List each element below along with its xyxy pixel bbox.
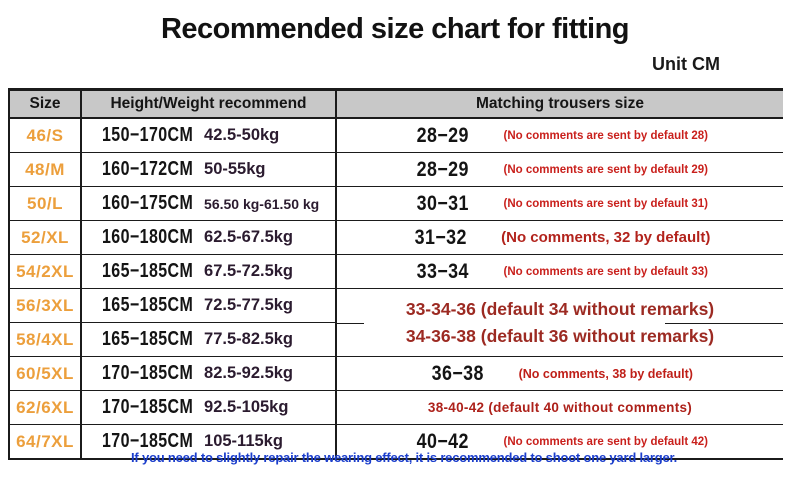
height-weight-cell: 160−172CM 50-55kg [81,152,337,187]
trousers-cell: 31−32 (No comments, 32 by default) [336,220,783,255]
height-weight-cell: 170−185CM 105-115kg [81,424,337,460]
table-row: 64/7XL 170−185CM 105-115kg 40−42 (No comme… [9,424,783,460]
unit-label: Unit CM [652,54,720,74]
trousers-cell: 30−31 (No comments are sent by default 31… [336,186,783,221]
trousers-size: 33−34 [416,259,469,283]
trousers-comment: (No comments, 32 by default) [501,229,711,246]
trousers-cell-merged: 33-34-36 (default 34 without remarks) 34… [336,288,783,357]
weight-value: 42.5-50kg [204,126,280,144]
height-weight-cell: 165−185CM 77.5-82.5kg [81,322,337,357]
trousers-size: 36−38 [431,361,484,385]
height-value: 170−185CM [102,430,194,452]
size-chart-table: Size Height/Weight recommend Matching tr… [8,88,783,460]
trousers-size: 31−32 [414,225,467,249]
height-weight-cell: 150−170CM 42.5-50kg [81,118,337,153]
weight-value: 72.5-77.5kg [204,296,294,314]
table-row: 52/XL 160−180CM 62.5-67.5kg 31−32 (No comm… [9,220,783,255]
trousers-comment: (No comments are sent by default 28) [503,129,708,142]
size-cell: 48/M [9,152,82,187]
height-value: 150−170CM [102,124,194,146]
height-weight-cell: 165−185CM 67.5-72.5kg [81,254,337,289]
weight-value: 77.5-82.5kg [204,330,294,348]
trousers-comment: (No comments are sent by default 33) [503,265,708,278]
weight-value: 50-55kg [204,160,266,178]
weight-value: 62.5-67.5kg [204,228,294,246]
trousers-cell: 40−42 (No comments are sent by default 42… [336,424,783,460]
height-value: 165−185CM [102,328,194,350]
trousers-comment: (No comments are sent by default 29) [503,163,708,176]
height-value: 165−185CM [102,260,194,282]
height-value: 160−172CM [102,158,194,180]
trousers-cell: 38-40-42 (default 40 without comments) [336,390,783,425]
trousers-comment: (No comments are sent by default 42) [503,435,708,448]
height-value: 165−185CM [102,294,194,316]
table-row: 62/6XL 170−185CM 92.5-105kg 38-40-42 (def… [9,390,783,425]
weight-value: 105-115kg [204,432,283,450]
trousers-comment: (No comments are sent by default 31) [503,197,708,210]
trousers-cell: 33−34 (No comments are sent by default 33… [336,254,783,289]
size-cell: 52/XL [9,220,82,255]
table-row: 58/4XL 165−185CM 77.5-82.5kg [9,322,783,357]
trousers-cell: 36−38 (No comments, 38 by default) [336,356,783,391]
height-value: 170−185CM [102,362,194,384]
page-title: Recommended size chart for fitting [160,13,630,45]
size-cell: 56/3XL [9,288,82,323]
table-row: 46/S 150−170CM 42.5-50kg 28−29 (No comment… [9,118,783,153]
size-cell: 54/2XL [9,254,82,289]
weight-value: 92.5-105kg [204,398,289,416]
header-row: Size Height/Weight recommend Matching tr… [9,89,783,119]
footer-note: If you need to slightly repair the weari… [131,450,678,465]
weight-value: 67.5-72.5kg [204,262,294,280]
trousers-full-comment: 38-40-42 (default 40 without comments) [427,400,693,415]
trousers-size: 40−42 [416,429,469,453]
height-weight-cell: 170−185CM 82.5-92.5kg [81,356,337,391]
size-cell: 46/S [9,118,82,153]
table-row: 54/2XL 165−185CM 67.5-72.5kg 33−34 (No com… [9,254,783,289]
table-row: 48/M 160−172CM 50-55kg 28−29 (No comments … [9,152,783,187]
trousers-cell: 28−29 (No comments are sent by default 28… [336,118,783,153]
height-value: 170−185CM [102,396,194,418]
weight-value: 82.5-92.5kg [204,364,294,382]
height-value: 160−175CM [102,192,194,214]
trousers-size: 30−31 [416,191,469,215]
trousers-comment: (No comments, 38 by default) [518,366,693,381]
size-cell: 60/5XL [9,356,82,391]
size-cell: 58/4XL [9,322,82,357]
table-row: 60/5XL 170−185CM 82.5-92.5kg 36−38 (No com… [9,356,783,391]
height-weight-cell: 170−185CM 92.5-105kg [81,390,337,425]
column-header-height-weight: Height/Weight recommend [81,89,337,119]
height-weight-cell: 160−175CM 56.50 kg-61.50 kg [81,186,337,221]
height-weight-cell: 165−185CM 72.5-77.5kg [81,288,337,323]
size-cell: 62/6XL [9,390,82,425]
trousers-size: 28−29 [416,157,469,181]
weight-value: 56.50 kg-61.50 kg [204,195,320,212]
trousers-merged-comment: 33-34-36 (default 34 without remarks) 34… [405,299,715,346]
height-weight-cell: 160−180CM 62.5-67.5kg [81,220,337,255]
column-header-trousers: Matching trousers size [336,89,783,119]
size-cell: 64/7XL [9,424,82,460]
height-value: 160−180CM [102,226,194,248]
table-row: 56/3XL 165−185CM 72.5-77.5kg 33-34-36 (de… [9,288,783,357]
trousers-size: 28−29 [416,123,469,147]
column-header-size: Size [9,89,82,119]
trousers-cell: 28−29 (No comments are sent by default 29… [336,152,783,187]
size-cell: 50/L [9,186,82,221]
table-row: 50/L 160−175CM 56.50 kg-61.50 kg 30−31 (No… [9,186,783,221]
